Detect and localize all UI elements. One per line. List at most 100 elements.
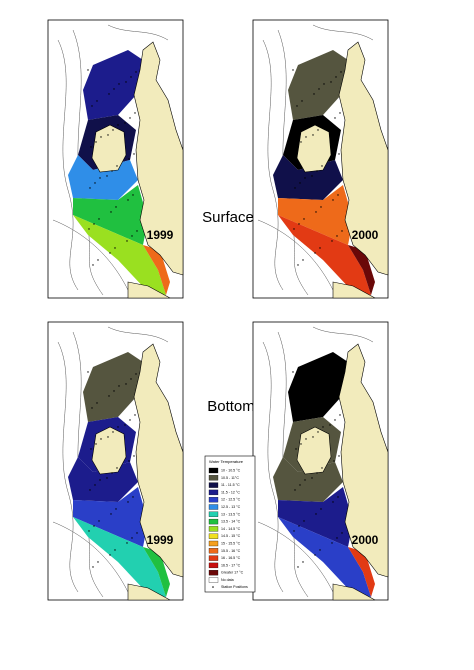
- station: [93, 525, 95, 527]
- station: [331, 240, 333, 242]
- station: [114, 549, 116, 551]
- station: [322, 426, 324, 428]
- station: [336, 537, 338, 539]
- survey-zone: [83, 50, 143, 120]
- depth-contour: [262, 341, 284, 593]
- station: [96, 100, 98, 102]
- station: [107, 134, 109, 136]
- station: [334, 419, 336, 421]
- station: [303, 218, 305, 220]
- legend-label: 13.5 - 14 °C: [221, 520, 241, 524]
- station: [294, 489, 296, 491]
- station: [311, 175, 313, 177]
- station: [112, 431, 114, 433]
- station: [296, 407, 298, 409]
- land: [133, 41, 184, 276]
- station: [339, 112, 341, 114]
- station: [314, 554, 316, 556]
- station: [127, 501, 129, 503]
- survey-zone: [73, 517, 166, 597]
- depth-contour: [52, 521, 129, 593]
- station: [341, 230, 343, 232]
- station: [87, 69, 89, 71]
- legend-label: 14.5 - 15 °C: [221, 534, 241, 538]
- station: [294, 187, 296, 189]
- survey-zone: [83, 352, 143, 422]
- station: [323, 83, 325, 85]
- legend: Water Temperature 10 - 10.5 °C 10.5 - 11°C…: [204, 455, 256, 593]
- station: [315, 513, 317, 515]
- station: [118, 83, 120, 85]
- station: [297, 264, 299, 266]
- map-panel: 2000: [252, 321, 389, 601]
- station: [87, 371, 89, 373]
- land: [296, 426, 332, 475]
- station: [106, 477, 108, 479]
- station: [296, 105, 298, 107]
- depth-contour: [262, 39, 284, 291]
- station: [132, 496, 134, 498]
- depth-contour: [257, 521, 334, 593]
- station: [92, 264, 94, 266]
- station: [329, 424, 331, 426]
- station: [316, 170, 318, 172]
- station: [321, 165, 323, 167]
- survey-zone: [73, 215, 166, 295]
- station: [108, 93, 110, 95]
- station: [133, 455, 135, 457]
- legend-label: 11 - 11.5 °C: [221, 483, 240, 487]
- survey-zone: [73, 185, 148, 245]
- station: [338, 153, 340, 155]
- station: [112, 129, 114, 131]
- station: [125, 383, 127, 385]
- station: [301, 100, 303, 102]
- station: [323, 385, 325, 387]
- legend-swatch: [208, 533, 219, 539]
- station: [97, 561, 99, 563]
- land: [338, 343, 389, 578]
- station: [320, 508, 322, 510]
- station: [126, 240, 128, 242]
- legend-swatch: [208, 570, 219, 576]
- station: [312, 436, 314, 438]
- legend-swatch: [208, 497, 219, 503]
- station: [106, 175, 108, 177]
- survey-zone: [288, 352, 348, 422]
- legend-swatch: [208, 482, 219, 488]
- station: [339, 414, 341, 416]
- station: [305, 136, 307, 138]
- legend-swatch: [208, 526, 219, 532]
- legend-label: 10.5 - 11°C: [221, 476, 239, 480]
- station: [126, 542, 128, 544]
- station: [89, 187, 91, 189]
- station: [100, 136, 102, 138]
- station: [111, 170, 113, 172]
- station: [297, 566, 299, 568]
- map-panel: 1999: [47, 321, 184, 601]
- station: [337, 496, 339, 498]
- station: [302, 259, 304, 261]
- station: [129, 419, 131, 421]
- legend-note: Station Positions: [221, 585, 248, 589]
- station: [99, 177, 101, 179]
- station: [298, 525, 300, 527]
- station: [94, 182, 96, 184]
- survey-zone: [143, 245, 170, 295]
- station: [117, 124, 119, 126]
- station: [292, 371, 294, 373]
- legend-label: 16 - 16.5 °C: [221, 556, 241, 560]
- station: [131, 537, 133, 539]
- legend-label: 14 - 14.5 °C: [221, 527, 241, 531]
- station: [98, 218, 100, 220]
- station: [334, 117, 336, 119]
- station: [304, 177, 306, 179]
- station: [113, 88, 115, 90]
- station: [330, 81, 332, 83]
- year-label: 2000: [352, 228, 379, 242]
- station: [313, 395, 315, 397]
- legend-label: 15 - 15.5 °C: [221, 541, 241, 545]
- legend-swatch: [208, 562, 219, 569]
- legend-label: 12 - 12.5 °C: [221, 498, 241, 502]
- station: [317, 431, 319, 433]
